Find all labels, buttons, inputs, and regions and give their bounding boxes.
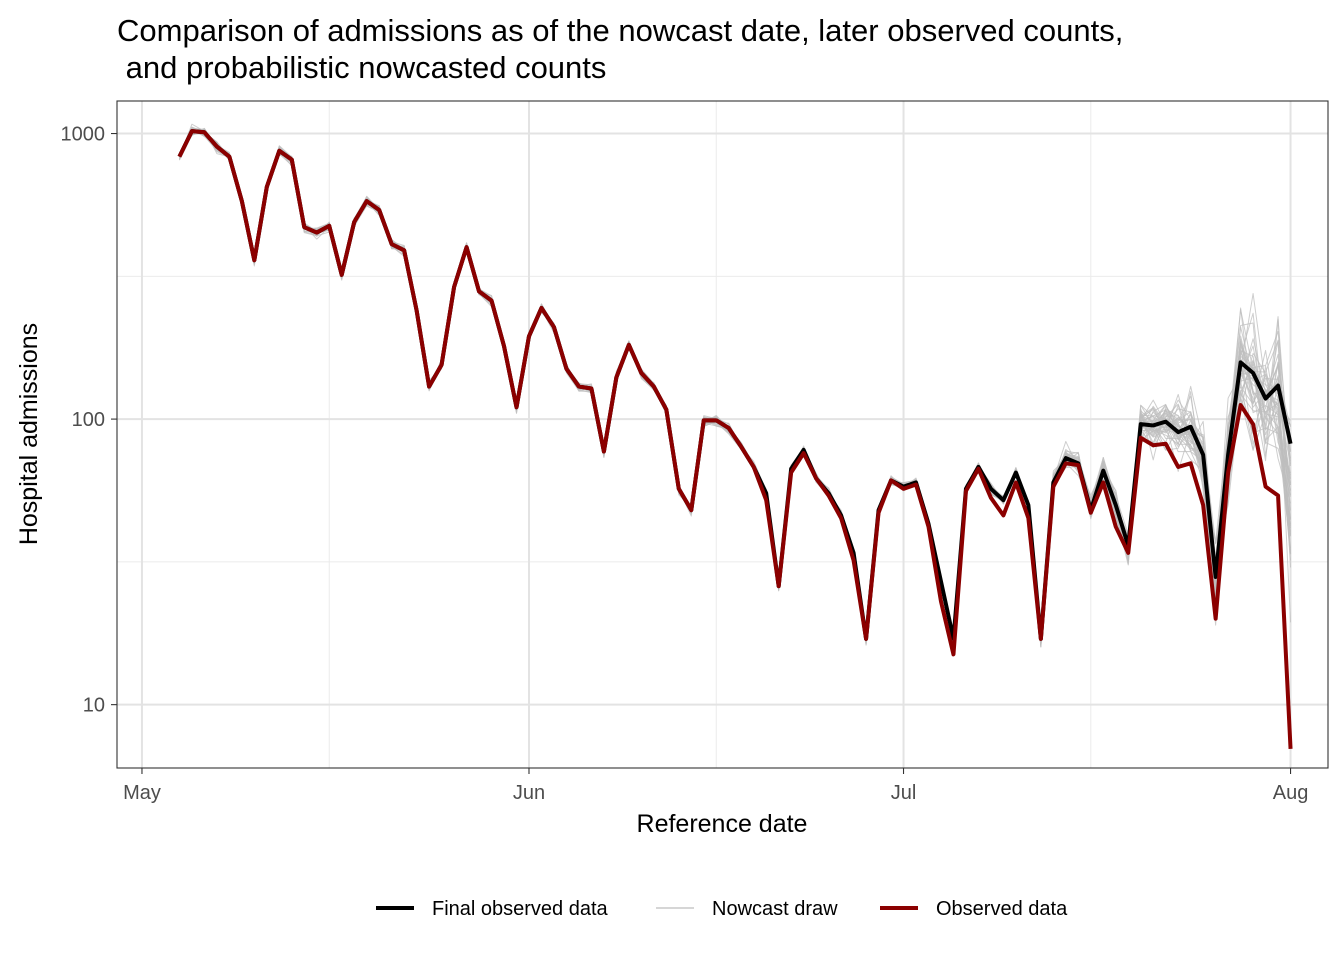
axes: 10 100 1000 May Jun Jul Aug [61,124,1309,804]
grid-minor [117,101,1328,768]
chart-title-line-1: Comparison of admissions as of the nowca… [117,13,1123,48]
grid-major [117,101,1328,768]
y-tick-label: 10 [83,695,105,717]
y-tick-label: 100 [72,409,105,431]
legend-label-nowcast-draw: Nowcast draw [712,898,838,920]
chart-title-line-2: and probabilistic nowcasted counts [117,50,606,85]
series-lines [177,123,1293,749]
x-tick-label: Aug [1273,782,1309,804]
plot-panel [117,101,1328,768]
y-tick-label: 1000 [61,124,106,146]
legend-label-final-observed: Final observed data [432,898,609,920]
observed-line [177,129,1293,749]
y-axis-title: Hospital admissions [15,323,43,545]
x-tick-label: Jul [891,782,917,804]
x-axis-title: Reference date [637,810,808,838]
legend-label-observed: Observed data [936,898,1068,920]
x-tick-label: May [123,782,161,804]
x-tick-label: Jun [513,782,545,804]
legend: Final observed data Nowcast draw Observe… [376,898,1068,920]
plot-border [116,100,1329,769]
